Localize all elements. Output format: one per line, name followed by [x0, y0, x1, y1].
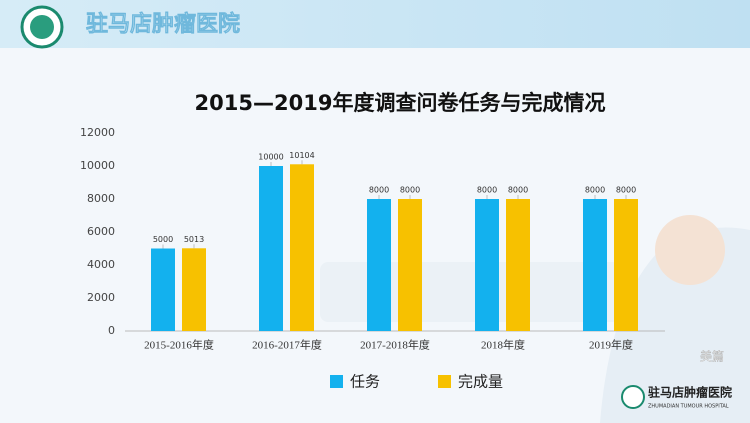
logo [30, 15, 54, 39]
y-tick-label: 6000 [87, 225, 115, 238]
decoration [655, 215, 725, 285]
value-label: 10104 [289, 151, 314, 160]
bar [475, 199, 499, 331]
bar [151, 248, 175, 331]
x-tick-label: 2018年度 [481, 338, 525, 352]
value-label: 8000 [585, 186, 605, 195]
x-tick-label: 2016-2017年度 [252, 338, 322, 352]
plot: 0 2000 4000 6000 8000 10000 12000 2015-2016年度 50… [80, 126, 638, 391]
value-label: 8000 [616, 186, 636, 195]
y-tick-label: 2000 [87, 291, 115, 304]
footer-logo-subtitle: ZHUMADIAN TUMOUR HOSPITAL [648, 404, 729, 410]
x-tick-label: 2019年度 [589, 338, 633, 352]
y-tick-label: 4000 [87, 258, 115, 271]
bar [182, 248, 206, 331]
bar [367, 199, 391, 331]
chart-title: 2015—2019年度调查问卷任务与完成情况 [195, 91, 606, 115]
value-label: 5013 [184, 235, 204, 244]
legend-label: 任务 [350, 373, 380, 391]
footer-logo [621, 385, 645, 409]
bar [290, 164, 314, 331]
footer-logo-name: 驻马店肿瘤医院 [648, 385, 732, 400]
bar [398, 199, 422, 331]
bar [506, 199, 530, 331]
header-bar [0, 0, 750, 48]
legend-label: 完成量 [458, 373, 503, 391]
value-label: 5000 [153, 235, 173, 244]
x-tick-label: 2015-2016年度 [144, 338, 214, 352]
value-label: 8000 [369, 186, 389, 195]
hospital-name: 驻马店肿瘤医院 [86, 11, 240, 37]
bar [583, 199, 607, 331]
value-label: 8000 [508, 186, 528, 195]
bar [614, 199, 638, 331]
legend-swatch [438, 375, 451, 388]
bar [259, 166, 283, 331]
legend-swatch [330, 375, 343, 388]
y-tick-label: 8000 [87, 192, 115, 205]
value-label: 10000 [258, 153, 283, 162]
decoration [320, 262, 620, 322]
y-tick-label: 10000 [80, 159, 115, 172]
value-label: 8000 [477, 186, 497, 195]
y-tick-label: 12000 [80, 126, 115, 139]
x-tick-label: 2017-2018年度 [360, 338, 430, 352]
value-label: 8000 [400, 186, 420, 195]
y-tick-label: 0 [108, 324, 115, 337]
watermark: 美篇 [700, 349, 724, 364]
